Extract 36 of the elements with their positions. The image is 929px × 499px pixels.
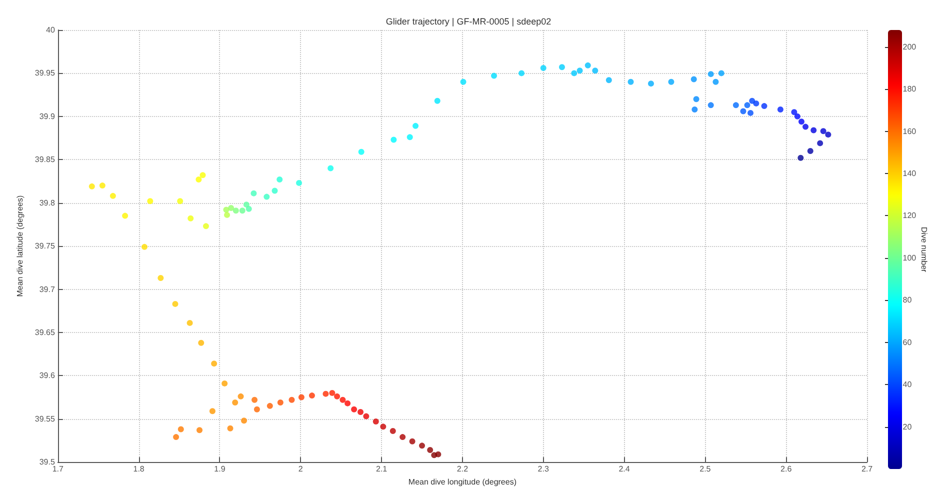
x-tick-label: 2.6 (780, 464, 792, 474)
y-tick-label: 39.6 (39, 371, 56, 380)
x-tick-label: 2.3 (538, 464, 550, 474)
y-tick-label: 39.8 (39, 198, 56, 208)
color-bar-label: 200 (902, 42, 917, 52)
color-bar-title: Dive number (920, 226, 928, 273)
color-bar-label: 180 (902, 84, 917, 94)
x-tick-label: 2.2 (456, 464, 469, 474)
y-tick-label: 39.65 (34, 328, 56, 337)
y-tick-label: 40 (46, 26, 56, 34)
x-tick-label: 2.1 (376, 464, 388, 474)
color-bar-label: 160 (902, 126, 917, 136)
y-axis-title: Mean dive latitude (degrees) (16, 195, 24, 297)
y-tick-label: 39.5 (39, 458, 56, 467)
color-bar-label: 40 (902, 380, 912, 390)
color-bar-label: 100 (902, 253, 917, 262)
y-tick-label: 39.55 (34, 414, 56, 424)
color-bar-label: 60 (902, 338, 912, 347)
y-tick-label: 39.7 (39, 284, 56, 294)
color-bar-label: 20 (902, 422, 912, 432)
chart-title: Glider trajectory | GF-MR-0005 | sdeep02 (386, 16, 552, 26)
color-bar-label: 80 (902, 296, 912, 305)
x-tick-label: 1.9 (214, 464, 226, 474)
y-tick-label: 39.85 (34, 155, 56, 164)
x-tick-label: 2.5 (700, 464, 712, 474)
y-tick-label: 39.75 (34, 242, 56, 251)
x-tick-label: 2.7 (861, 464, 874, 474)
x-tick-label: 2.4 (618, 464, 630, 474)
y-tick-label: 39.9 (39, 112, 56, 121)
x-tick-label: 2 (298, 464, 304, 474)
x-tick-label: 1.7 (52, 464, 64, 474)
color-bar-label: 120 (902, 211, 917, 220)
y-tick-label: 39.95 (34, 68, 56, 78)
color-bar-label: 140 (902, 169, 917, 178)
x-axis-title: Mean dive longitude (degrees) (408, 478, 517, 486)
x-tick-label: 1.8 (133, 464, 145, 474)
